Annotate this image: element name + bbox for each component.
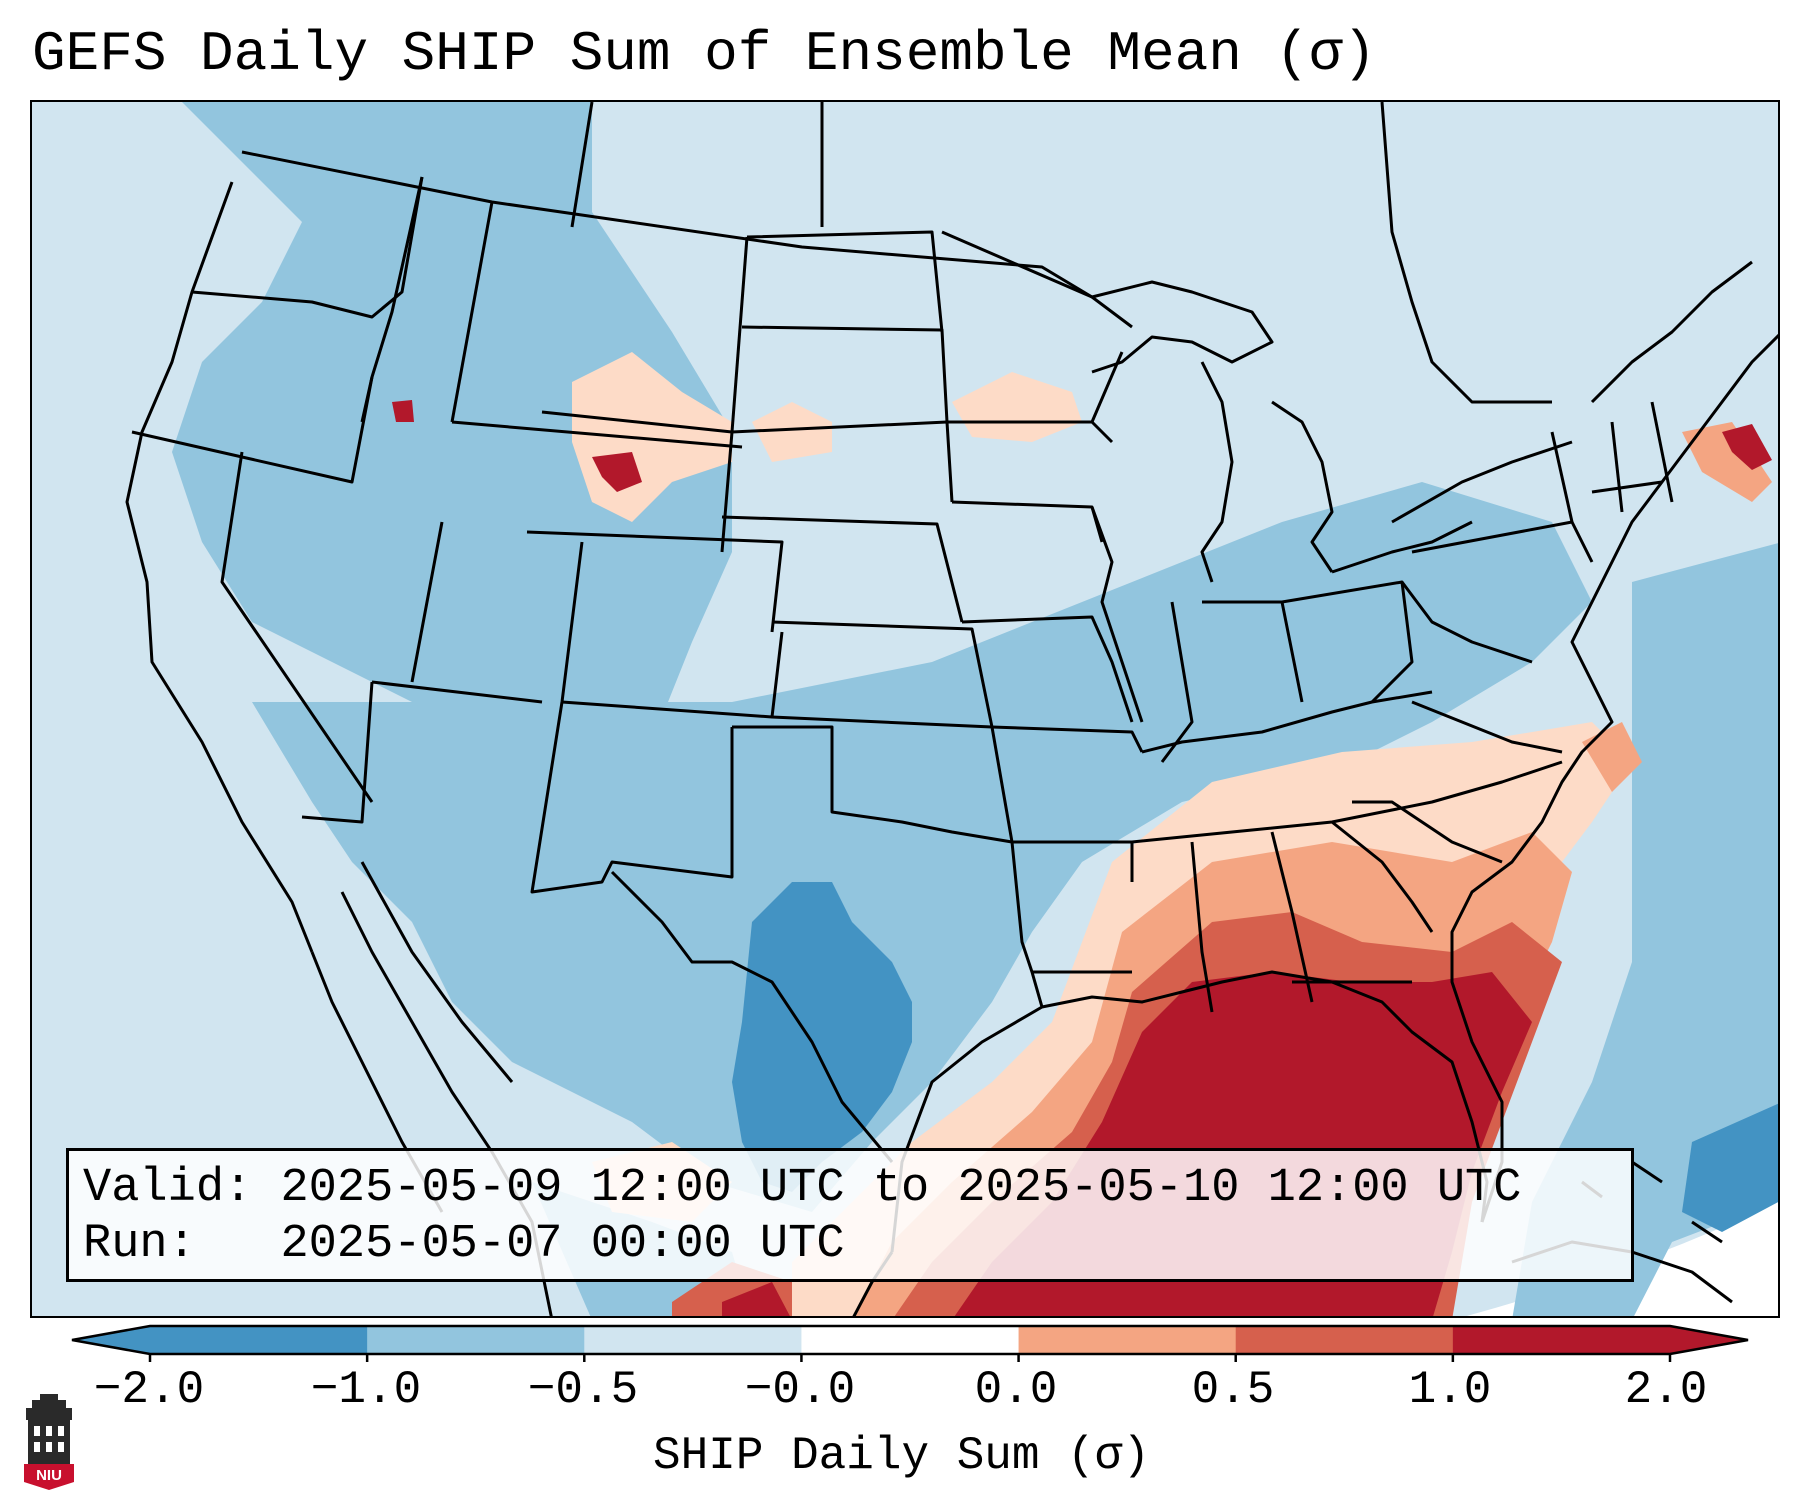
valid-time-range: 2025-05-09 12:00 UTC to 2025-05-10 12:00… (280, 1162, 1522, 1215)
colorbar-tick-label: −2.0 (93, 1364, 205, 1416)
colorbar-segment (367, 1326, 585, 1354)
colorbar-tick-label: 0.0 (974, 1364, 1058, 1416)
colorbar-tick-label: 0.5 (1191, 1364, 1275, 1416)
colorbar-extend-high (1670, 1326, 1748, 1354)
coastlines-and-borders (125, 102, 1778, 1316)
colorbar-segment (1452, 1326, 1671, 1354)
niu-logo: NIU (24, 1394, 74, 1490)
colorbar-tick-label: −0.5 (527, 1364, 639, 1416)
colorbar-tick-label: 1.0 (1408, 1364, 1492, 1416)
logo-text: NIU (36, 1467, 62, 1484)
colorbar-label: SHIP Daily Sum (σ) (653, 1430, 1150, 1482)
colorbar-tick-label: −0.0 (744, 1364, 856, 1416)
colorbar-segment (584, 1326, 802, 1354)
run-time: 2025-05-07 00:00 UTC (280, 1218, 845, 1271)
colorbar-segment (1235, 1326, 1454, 1354)
valid-label: Valid: (83, 1162, 253, 1215)
map-area[interactable] (30, 100, 1780, 1318)
colorbar-tick-label: 2.0 (1624, 1364, 1708, 1416)
valid-run-info-box: Valid: 2025-05-09 12:00 UTC to 2025-05-1… (66, 1148, 1634, 1282)
run-label: Run: (83, 1218, 196, 1271)
colorbar (71, 1324, 1749, 1362)
map-title: GEFS Daily SHIP Sum of Ensemble Mean (σ) (32, 22, 1377, 86)
colorbar-segment (801, 1326, 1020, 1354)
colorbar-extend-low (72, 1326, 150, 1354)
colorbar-segment (150, 1326, 368, 1354)
colorbar-segment (1018, 1326, 1237, 1354)
map-canvas (32, 102, 1778, 1316)
anomaly-dark-blue-regions (732, 882, 1778, 1232)
colorbar-tick-label: −1.0 (310, 1364, 422, 1416)
